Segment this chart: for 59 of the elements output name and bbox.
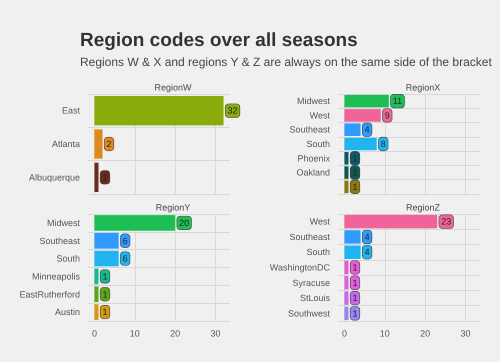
x-tick-label: 10 [130, 328, 140, 338]
y-tick-label: Southeast [39, 236, 80, 246]
chart-title: RegionZ [406, 202, 441, 212]
y-tick-label: WashingtonDC [270, 262, 330, 272]
data-label: 32 [228, 106, 238, 116]
text: Region codes over all seasons [80, 30, 359, 52]
y-tick-label: Atlanta [52, 139, 80, 149]
y-tick-label: Phoenix [297, 153, 330, 164]
data-label: 1 [352, 278, 358, 288]
chart-title: RegionY [156, 202, 190, 212]
data-label: 1 [352, 293, 358, 304]
x-tick-label: 20 [420, 328, 430, 338]
y-tick-label: Midwest [296, 96, 330, 106]
y-tick-label: East [62, 106, 80, 116]
data-label: 8 [380, 139, 386, 149]
data-label: 1 [102, 307, 108, 318]
y-tick-label: Oakland [296, 168, 330, 178]
x-tick-label: 0 [342, 328, 347, 338]
y-tick-label: West [310, 216, 330, 227]
y-tick-label: Austin [54, 307, 80, 318]
data-label: 1 [102, 271, 108, 282]
data-label: 20 [179, 218, 190, 228]
y-tick-label: Albuquerque [28, 172, 80, 182]
data-label: 1 [102, 172, 108, 182]
y-tick-label: South [306, 139, 330, 149]
data-label: 2 [106, 139, 112, 149]
data-label: 9 [384, 110, 390, 120]
y-tick-label: South [306, 247, 330, 258]
y-tick-label: Southeast [289, 232, 330, 242]
chart-title: RegionX [406, 82, 440, 92]
x-tick-label: 30 [210, 328, 220, 338]
x-tick-label: 20 [170, 328, 180, 338]
y-tick-label: Syracuse [292, 278, 330, 288]
chart-title: RegionW [154, 82, 192, 92]
x-tick-label: 10 [380, 328, 390, 338]
y-tick-label: South [56, 254, 80, 264]
y-tick-label: West [310, 110, 330, 120]
y-tick-label: Southeast [289, 124, 330, 135]
data-label: 1 [102, 289, 108, 300]
data-label: 4 [364, 232, 370, 242]
y-tick-label: StLouis [300, 293, 330, 304]
text: Regions W & X and regions Y & Z are always on the same side of the bracket [80, 55, 493, 69]
x-tick-label: 30 [460, 328, 470, 338]
data-label: 1 [352, 153, 358, 164]
y-tick-label: Southwest [288, 308, 330, 318]
data-label: 4 [364, 124, 370, 135]
data-label: 4 [364, 247, 370, 258]
data-label: 1 [352, 308, 358, 318]
x-tick-label: 0 [92, 328, 97, 338]
data-label: 1 [352, 182, 358, 192]
data-label: 1 [352, 262, 358, 272]
y-tick-label: EastRutherford [19, 289, 80, 300]
data-label: 6 [122, 236, 128, 246]
data-label: 23 [441, 216, 452, 227]
data-label: 1 [352, 168, 358, 178]
data-label: 11 [392, 96, 402, 106]
data-label: 6 [122, 254, 128, 264]
y-tick-label: Midwest [46, 218, 80, 228]
y-tick-label: Minneapolis [32, 271, 80, 282]
